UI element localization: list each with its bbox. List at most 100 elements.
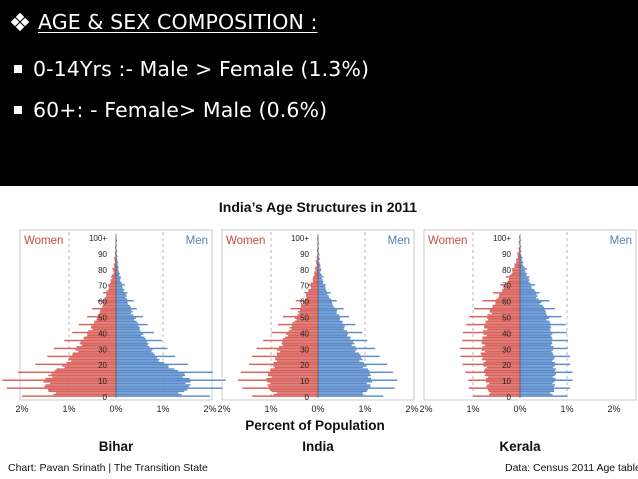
women-bar: [468, 379, 520, 381]
men-bar: [116, 300, 134, 302]
women-bar: [492, 306, 520, 308]
women-bar: [519, 242, 520, 245]
men-bar: [318, 296, 330, 299]
women-bar: [316, 249, 318, 251]
women-bar: [273, 365, 318, 367]
men-bar: [116, 358, 160, 361]
men-bar: [520, 384, 556, 386]
age-tick-label: 60: [502, 298, 511, 307]
women-bar: [277, 360, 318, 362]
women-bar: [292, 322, 318, 324]
men-bar: [520, 346, 554, 348]
women-bar: [487, 314, 520, 316]
bullet-text: 0-14Yrs :- Male > Female (1.3%): [33, 57, 370, 81]
men-bar: [520, 309, 545, 312]
men-bar: [116, 393, 182, 396]
men-bar: [318, 341, 354, 343]
women-bar: [97, 317, 116, 319]
men-bar: [318, 265, 321, 267]
men-bar: [116, 328, 140, 331]
women-bar: [484, 374, 520, 377]
x-tick-label: 2%: [419, 404, 432, 414]
men-bar: [116, 269, 119, 272]
men-bar: [520, 344, 551, 346]
men-bar: [318, 314, 340, 316]
men-bar: [318, 390, 367, 393]
men-bar: [318, 328, 344, 331]
women-bar: [87, 334, 116, 337]
women-bar: [489, 311, 520, 313]
men-bar: [520, 355, 570, 358]
women-bar: [306, 293, 318, 296]
women-bar: [102, 306, 116, 308]
men-bar: [318, 285, 326, 288]
x-tick-label: 0%: [311, 404, 324, 414]
men-bar: [318, 357, 362, 359]
panel-frame: [19, 229, 213, 401]
age-tick-label: 50: [98, 314, 107, 323]
women-bar: [289, 327, 318, 329]
men-bar: [318, 271, 320, 273]
women-bar: [300, 309, 318, 312]
men-bar: [318, 363, 388, 366]
women-bar: [313, 276, 318, 278]
women-bar: [316, 257, 318, 259]
women-bar: [518, 249, 520, 251]
women-bar: [282, 341, 318, 343]
age-tick-label: 70: [300, 282, 309, 291]
women-bar: [312, 279, 318, 281]
men-bar: [318, 323, 356, 326]
men-bar: [318, 381, 373, 383]
women-legend-label: Women: [226, 235, 265, 247]
women-bar: [485, 360, 520, 362]
women-bar: [66, 362, 116, 364]
women-bar: [114, 260, 116, 262]
men-bar: [116, 293, 126, 296]
age-tick-label: 0: [103, 393, 108, 402]
women-bar: [315, 260, 318, 262]
women-bar: [485, 350, 520, 353]
men-bar: [520, 368, 557, 370]
men-bar: [116, 385, 189, 388]
men-bar: [318, 319, 340, 321]
women-bar: [299, 312, 318, 315]
men-bar: [520, 347, 568, 350]
x-tick-label: 1%: [264, 404, 277, 414]
men-bar: [318, 242, 319, 245]
men-bar: [116, 290, 124, 292]
men-bar: [520, 365, 555, 367]
women-bar: [72, 352, 116, 354]
women-bar: [487, 317, 520, 319]
women-bar: [317, 250, 318, 253]
women-bar: [468, 387, 520, 389]
men-bar: [116, 338, 146, 340]
age-tick-label: 100+: [493, 234, 511, 243]
men-bar: [318, 277, 322, 280]
women-bar: [275, 358, 318, 361]
men-bar: [116, 333, 144, 335]
women-bar: [286, 333, 318, 335]
women-bar: [102, 301, 116, 304]
x-tick-label: 2%: [217, 404, 230, 414]
men-bar: [520, 301, 542, 304]
women-bar: [272, 376, 318, 378]
men-bar: [520, 257, 523, 259]
x-tick-label: 1%: [358, 404, 371, 414]
women-bar: [498, 296, 520, 299]
women-bar: [317, 244, 318, 246]
men-bar: [318, 261, 320, 264]
women-bar: [106, 290, 116, 292]
men-bar: [116, 371, 213, 374]
men-bar: [520, 377, 556, 380]
men-bar: [116, 381, 191, 383]
women-bar: [484, 368, 520, 370]
women-bar: [483, 369, 520, 372]
women-bar: [487, 328, 520, 331]
women-bar: [310, 282, 318, 284]
women-bar: [484, 327, 520, 329]
men-bar: [520, 307, 556, 310]
chart-panel: India’s Age Structures in 2011 0 10 20 30 40…: [0, 186, 638, 479]
women-bar: [514, 263, 520, 265]
men-bar: [520, 277, 529, 280]
women-bar: [274, 366, 318, 369]
